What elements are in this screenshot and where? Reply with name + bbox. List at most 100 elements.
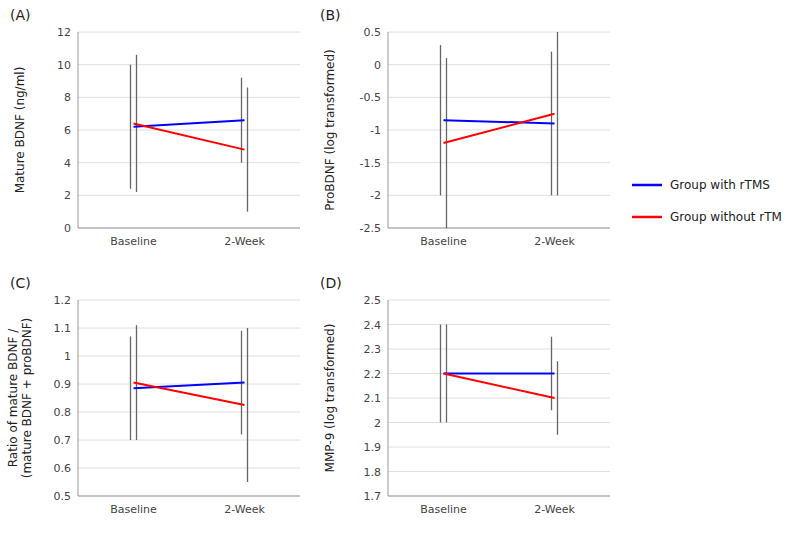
plot-area (441, 32, 558, 228)
error-bar (557, 361, 558, 435)
grid-line (78, 440, 300, 441)
tick-label: -2 (370, 189, 381, 202)
axis-label-line: Mature BDNF (ng/ml) (13, 67, 27, 194)
y-axis (388, 300, 389, 496)
tick-label: 0.5 (54, 490, 72, 503)
line (134, 123, 245, 149)
grid-line (78, 356, 300, 357)
tick-label: 1.8 (364, 466, 382, 479)
grid-line (388, 398, 610, 399)
grid-line (388, 162, 610, 163)
tick-label: -1.5 (360, 157, 381, 170)
grid-line (78, 412, 300, 413)
panel: (D)1.71.81.922.12.22.32.42.5Baseline2-We… (320, 275, 610, 516)
error-bar (247, 328, 248, 482)
tick-label: 10 (57, 59, 71, 72)
tick-label: 2-Week (224, 235, 265, 248)
grid-line (388, 64, 610, 65)
tick-label: 1.9 (364, 441, 382, 454)
error-bar (130, 65, 131, 189)
grid-line (388, 228, 610, 229)
tick-label: Baseline (420, 503, 467, 516)
y-axis (78, 32, 79, 228)
grid-line (78, 228, 300, 229)
axis-label: MMP-9 (log transformed) (323, 324, 337, 473)
x-axis (78, 496, 300, 497)
y-axis (388, 32, 389, 228)
tick-label: 1.1 (54, 322, 72, 335)
grid-line (78, 328, 300, 329)
tick-label: 12 (57, 26, 71, 39)
tick-label: 2-Week (534, 503, 575, 516)
axis-label-line: (mature BDNF + proBDNF) (20, 318, 34, 479)
panel-label: (B) (320, 7, 341, 23)
tick-label: -0.5 (360, 91, 381, 104)
tick-label: 4 (64, 157, 71, 170)
error-bar (440, 45, 441, 195)
tick-label: 0.5 (364, 26, 382, 39)
panel: (C)0.50.60.70.80.911.11.2Baseline2-WeekR… (6, 275, 300, 516)
grid-line (78, 64, 300, 65)
axis-label: Mature BDNF (ng/ml) (13, 67, 27, 194)
tick-label: Baseline (110, 235, 157, 248)
error-bar (557, 32, 558, 195)
legend-swatch (632, 216, 662, 219)
error-bar (440, 325, 441, 423)
grid-line (388, 496, 610, 497)
tick-label: 0.9 (54, 378, 72, 391)
grid-line (388, 32, 610, 33)
grid-line (78, 384, 300, 385)
line (444, 114, 555, 143)
grid-line (78, 97, 300, 98)
tick-label: 1 (64, 350, 71, 363)
plot-area (131, 55, 248, 212)
x-axis (78, 228, 300, 229)
error-bar (130, 336, 131, 440)
grid-line (388, 471, 610, 472)
tick-label: -1 (370, 124, 381, 137)
tick-label: 6 (64, 124, 71, 137)
tick-label: 8 (64, 91, 71, 104)
tick-label: 0.8 (54, 406, 72, 419)
tick-label: 2 (64, 189, 71, 202)
tick-label: Baseline (110, 503, 157, 516)
x-axis (388, 496, 610, 497)
legend: Group with rTMS Group without rTM (632, 178, 782, 224)
axis-label-line: Ratio of mature BDNF / (6, 328, 20, 467)
error-bar (247, 88, 248, 212)
y-axis (78, 300, 79, 496)
legend-label: Group without rTM (670, 210, 782, 224)
grid-line (78, 195, 300, 196)
line (134, 120, 245, 127)
tick-label: 2 (374, 417, 381, 430)
legend-label: Group with rTMS (670, 178, 770, 192)
grid-line (78, 300, 300, 301)
line (444, 373, 555, 375)
tick-label: 1.7 (364, 490, 382, 503)
legend-swatch (632, 184, 662, 187)
axis-label-line: ProBDNF (log transformed) (323, 49, 337, 211)
line (444, 120, 555, 123)
line (134, 383, 245, 405)
grid-line (388, 97, 610, 98)
tick-label: 0 (374, 59, 381, 72)
panel-label: (C) (10, 275, 31, 291)
x-axis (388, 228, 610, 229)
axis-label-line: MMP-9 (log transformed) (323, 324, 337, 473)
axis-label: ProBDNF (log transformed) (323, 49, 337, 211)
tick-label: 2.1 (364, 392, 382, 405)
grid-line (78, 130, 300, 131)
grid-line (388, 195, 610, 196)
tick-label: 2.2 (364, 368, 382, 381)
grid-line (388, 447, 610, 448)
axis-label: Ratio of mature BDNF /(mature BDNF + pro… (6, 318, 34, 479)
grid-line (388, 300, 610, 301)
tick-label: 2.5 (364, 294, 382, 307)
panel: (B)-2.5-2-1.5-1-0.500.5Baseline2-WeekPro… (320, 7, 610, 248)
tick-label: 0.6 (54, 462, 72, 475)
tick-label: -2.5 (360, 222, 381, 235)
panel-label: (D) (320, 275, 342, 291)
grid-line (388, 324, 610, 325)
grid-line (388, 422, 610, 423)
plot-area (131, 325, 248, 482)
